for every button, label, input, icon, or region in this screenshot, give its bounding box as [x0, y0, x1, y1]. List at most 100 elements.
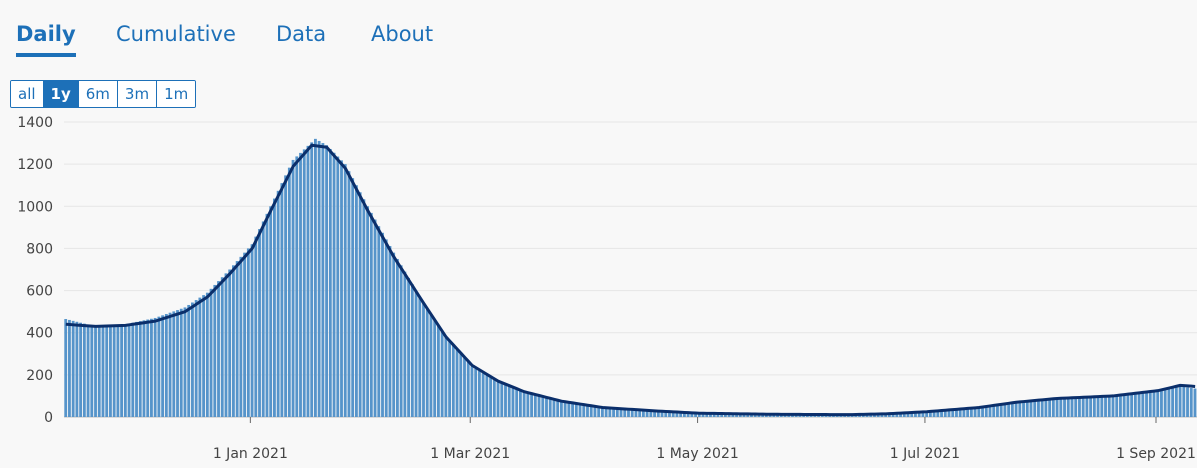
daily-bar — [615, 408, 619, 417]
daily-bar — [157, 316, 161, 417]
daily-bar — [1186, 387, 1189, 417]
daily-bar — [895, 413, 899, 417]
daily-bar — [116, 324, 120, 417]
daily-bar — [179, 308, 183, 417]
y-tick-label: 0 — [44, 410, 53, 426]
daily-bar — [90, 325, 94, 417]
daily-bar — [612, 408, 615, 417]
daily-bar — [1130, 394, 1134, 417]
daily-bar — [545, 397, 548, 417]
daily-bar — [977, 407, 981, 417]
tab-daily[interactable]: Daily — [16, 22, 76, 57]
daily-bar — [556, 400, 560, 417]
daily-bar — [250, 244, 254, 417]
daily-bar — [720, 413, 724, 417]
daily-bar — [906, 412, 910, 417]
daily-bar — [653, 410, 656, 417]
daily-bar — [668, 411, 671, 417]
daily-bar — [258, 229, 261, 417]
daily-bar — [936, 410, 940, 417]
daily-bar — [109, 325, 112, 417]
range-1y-button[interactable]: 1y — [43, 81, 79, 107]
daily-bar — [627, 409, 630, 417]
x-tick-label: 1 Mar 2021 — [430, 446, 510, 462]
tab-about[interactable]: About — [371, 22, 434, 46]
daily-bar — [682, 412, 686, 417]
range-3m-button[interactable]: 3m — [117, 81, 158, 107]
daily-bar — [261, 221, 265, 417]
daily-bar — [1070, 397, 1074, 417]
daily-bar — [1085, 396, 1089, 417]
daily-bar — [1022, 401, 1025, 417]
daily-bar — [701, 413, 705, 417]
daily-bar — [716, 413, 720, 417]
daily-bar — [973, 407, 977, 417]
daily-bar — [1174, 387, 1178, 417]
daily-bar — [992, 405, 996, 417]
daily-bar — [671, 411, 675, 417]
daily-bar — [593, 406, 597, 417]
daily-bar — [213, 284, 217, 417]
daily-bar — [276, 190, 280, 417]
daily-bar — [302, 149, 306, 417]
daily-bar — [705, 413, 709, 417]
daily-bar — [314, 138, 317, 417]
daily-bar — [1003, 403, 1007, 417]
daily-bar — [325, 145, 329, 417]
daily-bar — [623, 408, 627, 417]
x-tick-label: 1 May 2021 — [656, 446, 738, 462]
daily-bar — [694, 413, 697, 417]
daily-bar — [377, 226, 381, 417]
daily-bar — [574, 403, 578, 417]
daily-bar — [660, 411, 664, 417]
daily-bar — [1104, 396, 1107, 417]
daily-bar — [641, 410, 645, 417]
range-6m-button[interactable]: 6m — [78, 81, 118, 107]
daily-bar — [649, 410, 653, 417]
x-axis: 1 Jan 2021 1 Mar 2021 1 May 2021 1 Jul 2021… — [213, 417, 1196, 462]
daily-bar — [1163, 389, 1167, 417]
daily-bar — [470, 366, 474, 417]
daily-bar — [127, 323, 131, 417]
daily-bar — [332, 152, 336, 417]
daily-bar — [164, 314, 168, 417]
daily-bar — [1160, 390, 1163, 417]
daily-bar — [112, 325, 116, 417]
daily-bar — [1182, 386, 1186, 417]
daily-bar — [1193, 388, 1197, 417]
daily-bar — [1100, 396, 1104, 417]
daily-bar — [336, 156, 340, 418]
tab-data[interactable]: Data — [276, 22, 327, 46]
x-tick-label: 1 Jan 2021 — [213, 446, 288, 462]
time-range-selector: all 1y 6m 3m 1m — [10, 80, 197, 108]
daily-bar — [176, 310, 179, 417]
daily-bar — [243, 252, 247, 417]
daily-bar — [548, 398, 552, 417]
daily-bar — [981, 406, 984, 417]
daily-bar — [955, 409, 958, 417]
daily-bar — [750, 413, 753, 417]
range-1m-button[interactable]: 1m — [157, 81, 196, 107]
daily-bar — [1066, 397, 1070, 417]
daily-bar — [429, 314, 433, 417]
daily-bar — [518, 390, 522, 417]
y-tick-label: 600 — [26, 284, 53, 300]
daily-bar — [220, 277, 224, 417]
daily-bar — [515, 389, 519, 417]
daily-bar — [530, 393, 533, 417]
daily-bar — [697, 413, 701, 417]
daily-bar — [1178, 386, 1182, 417]
y-tick-label: 1400 — [17, 115, 53, 131]
daily-bar — [1092, 396, 1096, 417]
daily-bar — [373, 219, 377, 417]
daily-bar — [64, 319, 68, 417]
daily-bar — [1081, 397, 1085, 417]
daily-bar — [448, 341, 452, 417]
daily-bar — [239, 256, 243, 417]
daily-bar — [217, 281, 220, 417]
daily-bar — [887, 413, 891, 417]
daily-bar — [884, 413, 888, 417]
range-all-button[interactable]: all — [11, 81, 44, 107]
daily-bar — [425, 308, 429, 417]
tab-cumulative[interactable]: Cumulative — [116, 22, 236, 46]
